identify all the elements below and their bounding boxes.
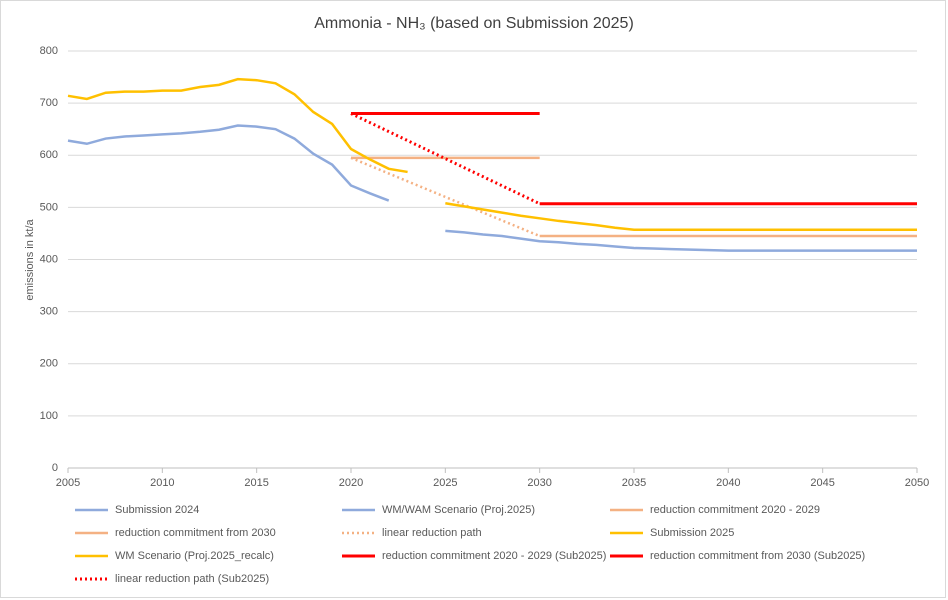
series-line: [445, 229, 917, 252]
legend-label: reduction commitment from 2030: [115, 527, 276, 539]
y-tick-label: 200: [40, 358, 58, 370]
y-axis-label: emissions in kt/a: [24, 218, 36, 300]
y-tick-label: 0: [52, 462, 58, 474]
legend-label: Submission 2024: [115, 504, 199, 516]
series-line: [67, 124, 390, 202]
legend-label: reduction commitment 2020 - 2029 (Sub202…: [382, 550, 606, 562]
x-tick-label: 2010: [150, 477, 174, 489]
chart-title: Ammonia - NH₃ (based on Submission 2025): [314, 15, 634, 32]
series-line: [350, 156, 541, 238]
x-tick-label: 2045: [810, 477, 834, 489]
legend-label: WM/WAM Scenario (Proj.2025): [382, 504, 535, 516]
x-tick-label: 2020: [339, 477, 363, 489]
x-tick-label: 2025: [433, 477, 457, 489]
series-line: [67, 77, 408, 174]
x-tick-label: 2040: [716, 477, 740, 489]
x-tick-label: 2030: [527, 477, 551, 489]
legend-label: linear reduction path (Sub2025): [115, 573, 269, 585]
series-line: [445, 201, 917, 232]
y-tick-label: 600: [40, 149, 58, 161]
y-tick-label: 100: [40, 410, 58, 422]
y-tick-label: 500: [40, 201, 58, 213]
y-tick-label: 300: [40, 306, 58, 318]
legend-label: reduction commitment 2020 - 2029: [650, 504, 820, 516]
legend-label: Submission 2025: [650, 527, 734, 539]
legend-label: WM Scenario (Proj.2025_recalc): [115, 550, 274, 562]
x-tick-label: 2035: [622, 477, 646, 489]
x-tick-label: 2050: [905, 477, 929, 489]
x-tick-label: 2015: [244, 477, 268, 489]
x-tick-label: 2005: [56, 477, 80, 489]
legend-label: linear reduction path: [382, 527, 482, 539]
y-tick-label: 400: [40, 253, 58, 265]
y-tick-label: 800: [40, 45, 58, 57]
legend-label: reduction commitment from 2030 (Sub2025): [650, 550, 865, 562]
y-tick-label: 700: [40, 97, 58, 109]
